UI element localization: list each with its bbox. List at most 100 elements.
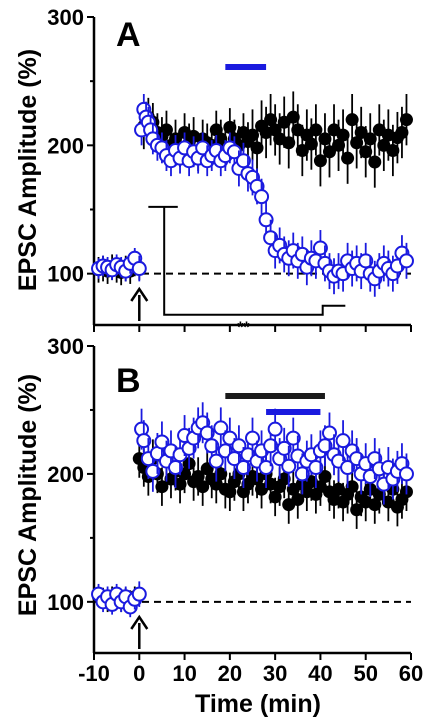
data-point (154, 434, 170, 450)
panel-a-arrow-head (130, 286, 149, 302)
data-point (250, 141, 264, 155)
data-point (350, 503, 364, 517)
data-point (258, 460, 274, 476)
data-point (191, 469, 205, 483)
panel-a-y-tick-label: 100 (47, 262, 84, 287)
data-point (345, 480, 359, 494)
panel-b-y-tick-label: 200 (47, 462, 84, 487)
data-point (268, 490, 282, 504)
data-point (368, 498, 382, 512)
data-point (294, 466, 310, 482)
panel-b-x-tick-label: 40 (308, 661, 332, 686)
data-point (318, 132, 332, 146)
data-point (223, 485, 237, 499)
data-point (245, 430, 260, 446)
data-point (136, 433, 152, 449)
data-point (285, 430, 301, 446)
data-point (368, 155, 382, 169)
data-point (168, 460, 184, 476)
data-point (145, 463, 161, 479)
data-point (398, 253, 414, 269)
data-point (386, 143, 400, 157)
data-point (313, 154, 327, 168)
data-point (231, 438, 247, 454)
data-point (254, 189, 270, 205)
data-point (208, 453, 224, 469)
panel-a-label: A (116, 16, 141, 54)
data-point (199, 425, 215, 441)
data-point (159, 123, 173, 137)
panel-b: 100 200 300 -10 0 10 20 30 40 50 60 (47, 334, 423, 686)
data-point (354, 126, 368, 139)
panel-b-x-tick-label: 10 (172, 661, 196, 686)
panel-b-y-tick-label: 100 (47, 590, 84, 615)
data-point (282, 136, 296, 150)
significance-label: ** (237, 320, 250, 337)
x-axis-title: Time (min) (195, 690, 321, 718)
panel-b-y-tick-label: 300 (47, 334, 84, 359)
data-point (336, 128, 350, 142)
panel-b-x-tick-label: 20 (218, 661, 242, 686)
data-point (235, 153, 251, 169)
data-point (155, 480, 169, 494)
data-point (335, 433, 351, 449)
data-point (223, 120, 237, 134)
data-point (318, 469, 332, 483)
data-point (263, 438, 279, 454)
panel-b-x-tick-label: 0 (133, 661, 145, 686)
data-point (235, 460, 251, 476)
panel-a: 100 200 300 ** (47, 5, 414, 337)
data-point (309, 123, 323, 137)
data-point (204, 438, 220, 454)
data-point (317, 438, 333, 454)
panel-b-x-tick-label: -10 (78, 661, 110, 686)
data-point (277, 472, 291, 486)
panel-b-label: B (116, 362, 141, 400)
panel-b-x-tick-label: 30 (263, 661, 287, 686)
data-point (395, 126, 409, 139)
data-point (308, 460, 324, 476)
data-point (213, 420, 229, 436)
panel-a-y-axis-title: EPSC Amplitude (%) (14, 49, 42, 291)
data-point (363, 132, 377, 146)
data-point (340, 460, 356, 476)
panel-b-y-axis-title: EPSC Amplitude (%) (14, 374, 42, 616)
panel-a-y-tick-label: 300 (47, 5, 84, 30)
data-point (345, 113, 359, 127)
data-point (295, 143, 309, 157)
panel-a-series-2 (91, 94, 414, 297)
data-point (196, 480, 210, 494)
data-point (226, 451, 242, 467)
data-point (332, 138, 346, 152)
data-point (321, 425, 337, 441)
panel-a-y-tick-label: 200 (47, 133, 84, 158)
data-point (281, 458, 297, 474)
data-point (350, 136, 364, 150)
data-point (286, 110, 300, 124)
data-point (358, 253, 374, 269)
data-point (214, 467, 228, 481)
data-point (322, 145, 336, 159)
significance-bracket (148, 205, 346, 316)
data-point (246, 128, 259, 142)
data-point (398, 466, 414, 482)
data-point (131, 586, 147, 602)
data-point (399, 113, 413, 127)
data-point (291, 493, 305, 506)
data-point (359, 145, 373, 159)
data-point (258, 212, 274, 228)
panel-b-x-tick-label: 60 (399, 661, 423, 686)
data-point (341, 151, 355, 165)
panel-b-x-tick-label: 50 (353, 661, 377, 686)
panel-b-series-2 (91, 402, 414, 618)
panel-b-arrow-head (130, 614, 149, 630)
data-point (131, 261, 147, 277)
data-point (226, 144, 242, 160)
data-point (264, 113, 278, 127)
data-point (304, 137, 318, 151)
data-point (267, 421, 283, 437)
data-point (312, 240, 328, 256)
data-point (173, 477, 187, 491)
data-point (276, 440, 292, 456)
